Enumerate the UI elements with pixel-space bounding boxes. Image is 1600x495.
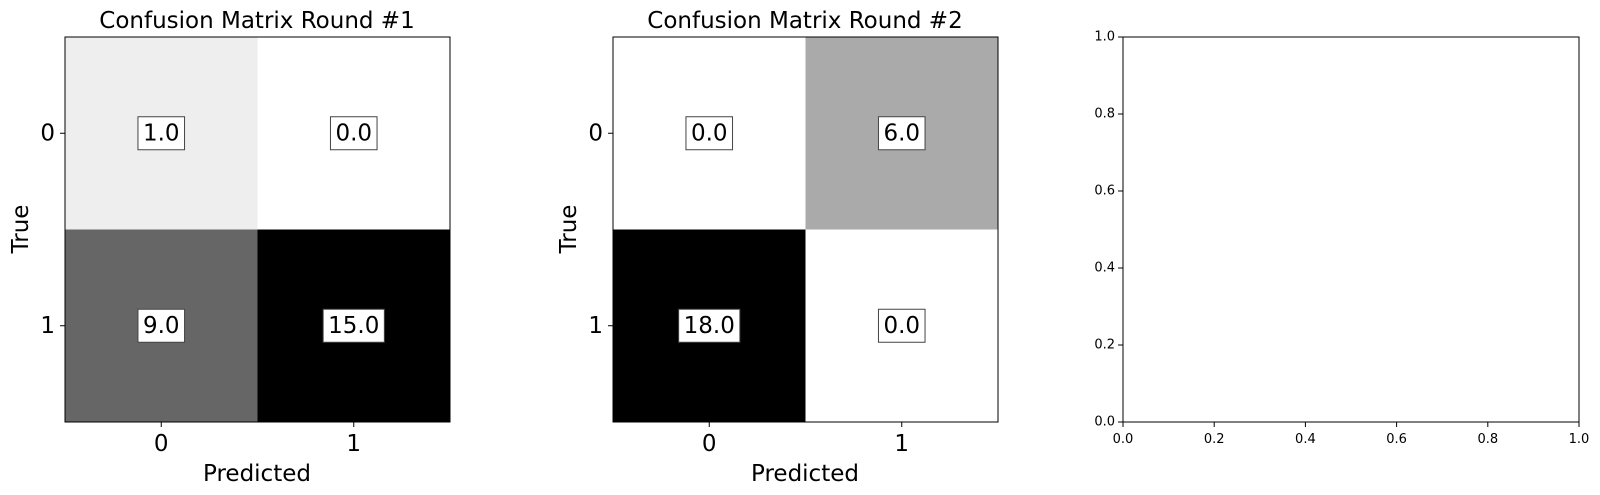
cell-value-text: 0.0 xyxy=(883,313,920,339)
y-axis-ticks: 01 xyxy=(588,120,613,339)
cell-value-text: 0.0 xyxy=(691,120,728,146)
plot-frame xyxy=(1122,36,1580,423)
chart-title: Confusion Matrix Round #1 xyxy=(99,8,414,34)
cell-label-box xyxy=(322,308,385,343)
cell-label-box xyxy=(329,116,378,151)
x-tick-label: 1 xyxy=(894,431,909,457)
cell-value-label: 6.0 xyxy=(877,116,926,151)
y-tick-label: 0 xyxy=(40,120,55,146)
x-tick-label: 1 xyxy=(346,431,361,457)
cell-value-text: 0.0 xyxy=(335,120,372,146)
confusion-matrix-round-1: Confusion Matrix Round #1 1.0 0.09.0 15.0 … xyxy=(8,8,451,487)
x-tick-label: 0.0 xyxy=(1113,432,1134,447)
x-tick-label: 0 xyxy=(702,431,717,457)
cell-value-label: 0.0 xyxy=(685,116,734,151)
cell-value-label: 18.0 xyxy=(678,308,741,343)
y-tick-label: 0 xyxy=(588,120,603,146)
cell-value-label: 0.0 xyxy=(329,116,378,151)
x-axis-label: Predicted xyxy=(203,461,311,487)
cell-value-text: 15.0 xyxy=(328,313,379,339)
cell-value-label: 15.0 xyxy=(322,308,385,343)
cell-value-label: 1.0 xyxy=(137,116,186,151)
cell-label-box xyxy=(678,308,741,343)
matrix-cells: 1.0 0.0 9.0 15.0 xyxy=(65,37,450,422)
y-tick-label: 0.2 xyxy=(1094,338,1115,353)
cell-label-box xyxy=(877,308,926,343)
cell-value-text: 6.0 xyxy=(883,120,920,146)
cell-value-text: 1.0 xyxy=(143,120,180,146)
x-tick-label: 1.0 xyxy=(1569,432,1590,447)
y-tick-label: 1.0 xyxy=(1094,30,1115,45)
y-tick-label: 0.4 xyxy=(1094,261,1115,276)
x-tick-label: 0.2 xyxy=(1204,432,1225,447)
matrix-cells: 0.0 6.0 18.0 0.0 xyxy=(613,37,998,422)
cell-value-text: 9.0 xyxy=(143,313,180,339)
x-tick-label: 0.4 xyxy=(1295,432,1316,447)
y-tick-label: 0.6 xyxy=(1094,184,1115,199)
empty-axes: 0.0 0.2 0.4 0.6 0.8 1.0 0.0 0.2 0.4 0.6 0.8 1.0 xyxy=(1094,30,1589,448)
y-tick-label: 0.0 xyxy=(1094,415,1115,430)
x-tick-label: 0.6 xyxy=(1386,432,1407,447)
cell-label-box xyxy=(877,116,926,151)
y-axis-ticks: 01 xyxy=(40,120,65,339)
y-axis-label: True xyxy=(8,205,34,255)
y-axis-label: True xyxy=(556,205,582,255)
plot-frame xyxy=(64,36,451,423)
y-tick-label: 1 xyxy=(40,313,55,339)
x-axis-ticks: 0.0 0.2 0.4 0.6 0.8 1.0 xyxy=(1113,422,1590,447)
confusion-matrix-round-2: Confusion Matrix Round #2 0.0 6.0 18.0 0.0 … xyxy=(556,8,999,487)
x-tick-label: 0.8 xyxy=(1477,432,1498,447)
cell-label-box xyxy=(137,116,186,151)
cell-value-text: 18.0 xyxy=(684,313,735,339)
y-tick-label: 1 xyxy=(588,313,603,339)
x-tick-label: 0 xyxy=(154,431,169,457)
chart-title: Confusion Matrix Round #2 xyxy=(647,8,962,34)
cell-label-box xyxy=(685,116,734,151)
cell-label-box xyxy=(137,308,186,343)
y-axis-ticks: 0.0 0.2 0.4 0.6 0.8 1.0 xyxy=(1094,30,1123,430)
plot-frame xyxy=(612,36,999,423)
cell-value-label: 9.0 xyxy=(137,308,186,343)
y-tick-label: 0.8 xyxy=(1094,107,1115,122)
x-axis-label: Predicted xyxy=(751,461,859,487)
cell-value-label: 0.0 xyxy=(877,308,926,343)
